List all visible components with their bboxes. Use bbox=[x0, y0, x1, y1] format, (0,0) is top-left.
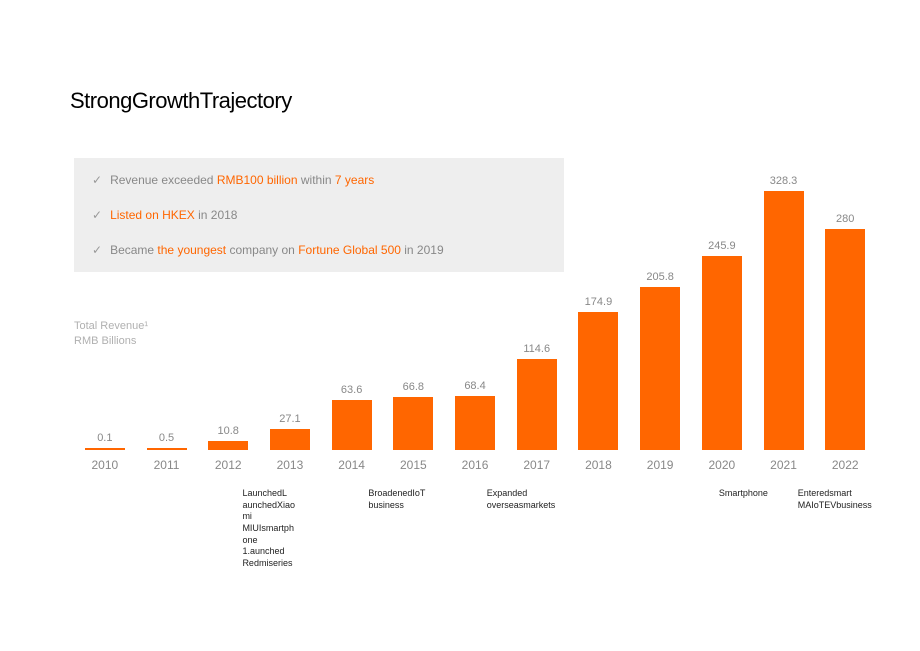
bar-value-label: 10.8 bbox=[197, 425, 259, 437]
x-tick-label: 2015 bbox=[383, 458, 445, 472]
x-tick-label: 2017 bbox=[506, 458, 568, 472]
bar-slot: 0.5 bbox=[136, 432, 198, 450]
bar bbox=[332, 400, 372, 450]
annotation-line: overseasmarkets bbox=[487, 500, 587, 512]
bar bbox=[517, 359, 557, 450]
annotation-line: Enteredsmart bbox=[798, 488, 893, 500]
timeline-annotation: Expandedoverseasmarkets bbox=[487, 488, 587, 511]
bar-value-label: 63.6 bbox=[321, 384, 383, 396]
annotation-line: Smartphone bbox=[719, 488, 799, 500]
bar bbox=[764, 191, 804, 450]
bar bbox=[270, 429, 310, 450]
x-tick-label: 2020 bbox=[691, 458, 753, 472]
bar bbox=[640, 287, 680, 450]
bar bbox=[825, 229, 865, 450]
annotation-line: aunchedXiao bbox=[242, 500, 337, 512]
x-tick-label: 2022 bbox=[814, 458, 876, 472]
bar bbox=[208, 441, 248, 450]
bar-value-label: 328.3 bbox=[753, 175, 815, 187]
annotation-line: 1.aunched bbox=[242, 546, 337, 558]
revenue-bar-chart: 0.10.510.827.1 63.666.868.4 114.6 174.9 205.… bbox=[74, 170, 876, 450]
annotation-line: MAIoTEVbusiness bbox=[798, 500, 893, 512]
bar-value-label: 205.8 bbox=[629, 271, 691, 283]
x-tick-label: 2010 bbox=[74, 458, 136, 472]
bar-value-label: 0.5 bbox=[136, 432, 198, 444]
bar-slot: 0.1 bbox=[74, 432, 136, 450]
x-tick-label: 2019 bbox=[629, 458, 691, 472]
bar-slot: 205.8 bbox=[629, 271, 691, 450]
bar-slot: 328.3 bbox=[753, 175, 815, 450]
bar-slot: 63.6 bbox=[321, 384, 383, 450]
page-title: StrongGrowthTrajectory bbox=[70, 88, 292, 114]
timeline-annotation: BroadenedIoTbusiness bbox=[368, 488, 458, 511]
annotation-line: LaunchedL bbox=[242, 488, 337, 500]
annotation-line: BroadenedIoT bbox=[368, 488, 458, 500]
annotation-line: one bbox=[242, 535, 337, 547]
bar bbox=[147, 448, 187, 450]
bar bbox=[393, 397, 433, 450]
bar-value-label: 174.9 bbox=[568, 296, 630, 308]
bar bbox=[578, 312, 618, 450]
timeline-annotation: LaunchedLaunchedXiaomiMIUIsmartphone 1.a… bbox=[242, 488, 337, 570]
bar bbox=[85, 448, 125, 450]
bar bbox=[702, 256, 742, 450]
x-axis-labels: 2010201120122013201420152016201720182019… bbox=[74, 458, 876, 474]
annotation-line: Redmiseries bbox=[242, 558, 337, 570]
bar-slot: 174.9 bbox=[568, 296, 630, 450]
bar-value-label: 68.4 bbox=[444, 380, 506, 392]
annotation-line: mi bbox=[242, 511, 337, 523]
bar-slot: 66.8 bbox=[383, 381, 445, 450]
bar-slot: 280 bbox=[814, 213, 876, 450]
bar-value-label: 114.6 bbox=[506, 343, 568, 355]
bar-slot: 27.1 bbox=[259, 413, 321, 450]
x-tick-label: 2016 bbox=[444, 458, 506, 472]
timeline-annotation: Smartphone bbox=[719, 488, 799, 500]
annotation-line: MIUIsmartph bbox=[242, 523, 337, 535]
x-tick-label: 2013 bbox=[259, 458, 321, 472]
bar-slot: 68.4 bbox=[444, 380, 506, 450]
x-tick-label: 2011 bbox=[136, 458, 198, 472]
annotation-line: Expanded bbox=[487, 488, 587, 500]
x-tick-label: 2014 bbox=[321, 458, 383, 472]
bar-value-label: 0.1 bbox=[74, 432, 136, 444]
bar-slot: 114.6 bbox=[506, 343, 568, 450]
bar-value-label: 27.1 bbox=[259, 413, 321, 425]
annotation-line: business bbox=[368, 500, 458, 512]
x-tick-label: 2012 bbox=[197, 458, 259, 472]
bar-value-label: 66.8 bbox=[383, 381, 445, 393]
x-tick-label: 2018 bbox=[568, 458, 630, 472]
timeline-annotation: EnteredsmartMAIoTEVbusiness bbox=[798, 488, 893, 511]
bar bbox=[455, 396, 495, 450]
bar-value-label: 280 bbox=[814, 213, 876, 225]
bar-value-label: 245.9 bbox=[691, 240, 753, 252]
bar-slot: 245.9 bbox=[691, 240, 753, 450]
bar-slot: 10.8 bbox=[197, 425, 259, 450]
x-tick-label: 2021 bbox=[753, 458, 815, 472]
